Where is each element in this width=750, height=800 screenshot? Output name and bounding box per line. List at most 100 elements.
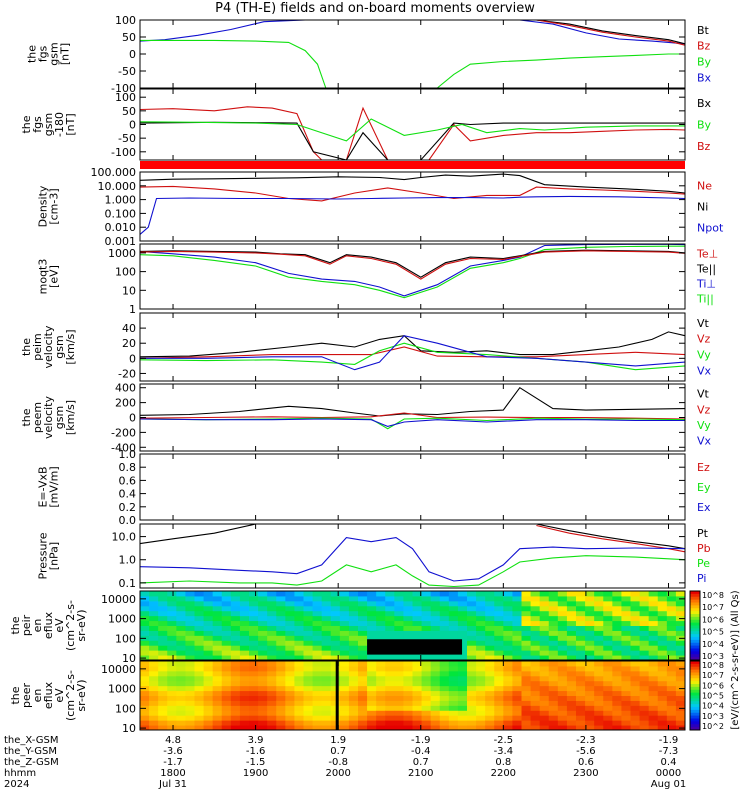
spectrogram-cell <box>194 640 205 646</box>
spectrogram-cell <box>603 695 613 701</box>
spectrogram-cell <box>158 675 168 682</box>
spectrogram-cell <box>285 670 295 677</box>
spectrogram-cell <box>476 675 486 682</box>
spectrogram-cell <box>494 710 504 716</box>
spectrogram-cell <box>294 665 304 672</box>
spectrogram-cell <box>276 675 286 682</box>
spectrogram-cell <box>494 675 504 682</box>
spectrogram-cell <box>530 661 541 667</box>
spectrogram-cell <box>203 675 214 682</box>
spectrogram-cell <box>494 700 504 706</box>
spectrogram-cell <box>358 595 368 602</box>
legend-Bz: Bz <box>697 40 711 53</box>
y-tick-label: -50 <box>118 65 136 78</box>
spectrogram-cell <box>176 670 186 677</box>
spectrogram-cell <box>666 700 677 706</box>
spectrogram-cell <box>285 685 295 692</box>
y-tick-label: 10 <box>122 284 136 297</box>
spectrogram-cell <box>167 591 177 597</box>
spectrogram-cell <box>167 600 177 607</box>
spectrogram-cell <box>548 695 559 701</box>
spectrogram-cell <box>512 720 522 726</box>
spectrogram-cell <box>512 695 522 701</box>
spectrogram-cell <box>339 591 350 597</box>
spectrogram-cell <box>576 715 586 721</box>
spectrogram-cell <box>358 655 368 661</box>
spectrogram-cell <box>376 591 386 597</box>
spectrogram-cell <box>212 645 223 651</box>
spectrogram-cell <box>467 670 477 677</box>
spectrogram-cell <box>167 720 177 726</box>
spectrogram-cell <box>403 715 413 721</box>
spectrogram-cell <box>367 661 377 667</box>
spectrogram-cell <box>376 695 386 701</box>
spectrogram-cell <box>348 665 359 672</box>
spectrogram-cell <box>621 720 631 726</box>
spectrogram-cell <box>339 645 350 651</box>
spectrogram-cell <box>303 705 314 711</box>
spectrogram-cell <box>630 685 641 692</box>
spectrogram-cell <box>176 680 186 687</box>
spectrogram-cell <box>657 685 668 692</box>
spectrogram-cell <box>330 635 341 641</box>
spectrogram-cell <box>303 635 314 641</box>
y-axis-label: the <box>20 338 33 356</box>
spectrogram-cell <box>403 605 413 612</box>
spectrogram-cell <box>557 665 568 672</box>
spectrogram-cell <box>158 650 168 656</box>
spectrogram-cell <box>521 650 532 656</box>
spectrogram-cell <box>485 661 495 667</box>
spectrogram-cell <box>621 661 631 667</box>
spectrogram-cell <box>221 690 232 696</box>
spectrogram-cell <box>412 665 423 672</box>
spectrogram-cell <box>249 661 259 667</box>
y-axis-label: gsm <box>53 335 66 358</box>
spectrogram-cell <box>521 661 532 667</box>
spectrogram-cell <box>367 625 377 631</box>
spectrogram-cell <box>267 595 277 602</box>
spectrogram-cell <box>412 595 423 602</box>
spectrogram-cell <box>358 605 368 612</box>
spectrogram-cell <box>467 715 477 721</box>
spectrogram-cell <box>212 685 223 692</box>
colorbar-cell <box>690 675 700 679</box>
colorbar-cell <box>690 715 700 719</box>
spectrogram-cell <box>448 705 459 711</box>
spectrogram-cell <box>285 595 295 602</box>
spectrogram-cell <box>412 600 423 607</box>
panel-peir_spectrogram: 10000100010010thepeirenefluxeV(cm^2-s-sr… <box>9 590 686 665</box>
spectrogram-cell <box>230 640 241 646</box>
spectrogram-cell <box>212 665 223 672</box>
spectrogram-cell <box>448 591 459 597</box>
spectrogram-cell <box>348 630 359 636</box>
spectrogram-cell <box>630 645 641 651</box>
spectrogram-cell <box>348 610 359 617</box>
spectrogram-cell <box>194 700 205 706</box>
spectrogram-cell <box>303 610 314 617</box>
legend-Bt: Bt <box>697 24 710 37</box>
spectrogram-cell <box>294 700 304 706</box>
spectrogram-cell <box>176 605 186 612</box>
spectrogram-cell <box>521 690 532 696</box>
spectrogram-cell <box>412 635 423 641</box>
y-axis-label: the <box>9 616 22 634</box>
spectrogram-cell <box>539 690 550 696</box>
colorbar-cell <box>690 642 700 647</box>
spectrogram-cell <box>194 595 205 602</box>
spectrogram-cell <box>503 645 513 651</box>
spectrogram-cell <box>467 700 477 706</box>
spectrogram-cell <box>485 675 495 682</box>
spectrogram-cell <box>467 685 477 692</box>
spectrogram-cell <box>321 615 332 622</box>
spectrogram-cell <box>603 655 613 661</box>
spectrogram-cell <box>594 710 604 716</box>
legend-Ni: Ni <box>697 201 708 214</box>
spectrogram-cell <box>648 610 659 617</box>
spectrogram-cell <box>221 615 232 622</box>
spectrogram-cell <box>503 670 513 677</box>
spectrogram-cell <box>494 665 504 672</box>
spectrogram-cell <box>312 635 323 641</box>
legend-Vy: Vy <box>697 348 711 361</box>
spectrogram-cell <box>548 620 559 626</box>
spectrogram-cell <box>539 620 550 626</box>
